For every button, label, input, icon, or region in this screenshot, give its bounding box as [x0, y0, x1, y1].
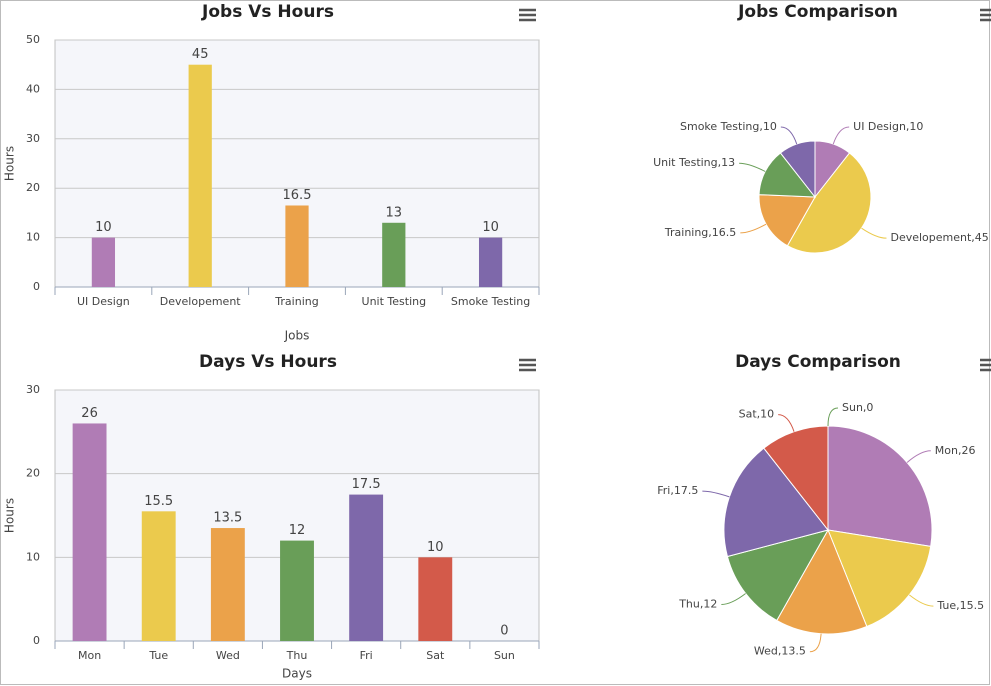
y-tick-label: 10	[26, 550, 40, 563]
connector	[778, 414, 795, 432]
pie-slice	[723, 447, 829, 558]
y-tick-label: 50	[26, 33, 40, 46]
data-label: Sun,0	[842, 401, 873, 414]
x-tick-label: Mon	[78, 649, 101, 662]
y-tick-label: 30	[26, 132, 40, 145]
connector	[827, 407, 839, 427]
y-tick-label: 20	[26, 467, 40, 480]
x-tick-label: Wed	[216, 649, 240, 662]
y-tick-label: 0	[33, 634, 40, 647]
data-label: 16.5	[283, 188, 312, 203]
connector	[906, 450, 931, 463]
x-tick-label: Tue	[148, 649, 168, 662]
y-axis-label: Hours	[3, 146, 17, 181]
data-label: Unit Testing,13	[653, 156, 735, 169]
data-label: Fri,17.5	[657, 484, 698, 497]
data-label: 13.5	[213, 511, 242, 526]
data-label: Tue,15.5	[936, 599, 984, 612]
bar	[280, 540, 314, 641]
data-label: 0	[500, 624, 508, 639]
chart-title: Days Comparison	[735, 352, 901, 372]
pie-slice	[779, 140, 816, 199]
connector	[739, 162, 766, 172]
bar	[478, 237, 503, 287]
data-label: Developement,45	[890, 231, 988, 244]
menu-button[interactable]	[519, 358, 536, 372]
data-label: 15.5	[144, 494, 173, 509]
menu-button[interactable]	[519, 8, 536, 22]
data-label: Smoke Testing,10	[680, 120, 777, 133]
chart-title: Jobs Vs Hours	[201, 2, 334, 22]
data-label: 10	[427, 540, 444, 555]
data-label: Training,16.5	[664, 226, 736, 239]
data-label: Wed,13.5	[754, 645, 806, 658]
data-label: UI Design,10	[853, 120, 923, 133]
bar	[210, 528, 245, 641]
connector	[721, 593, 746, 605]
x-tick-label: UI Design	[77, 295, 130, 308]
connector	[702, 490, 730, 498]
bar	[349, 494, 384, 641]
x-tick-label: Unit Testing	[362, 295, 427, 308]
y-tick-label: 30	[26, 383, 40, 396]
x-tick-label: Sun	[494, 649, 515, 662]
pie-slice	[776, 528, 868, 635]
chart-title: Days Vs Hours	[199, 352, 337, 372]
y-tick-label: 20	[26, 181, 40, 194]
data-label: 10	[482, 220, 499, 235]
connector	[832, 126, 850, 145]
y-tick-label: 40	[26, 82, 40, 95]
pie-slice	[786, 152, 872, 254]
pie-slice	[763, 425, 829, 532]
y-axis-label: Hours	[3, 498, 17, 533]
connector	[861, 227, 887, 239]
bar	[418, 557, 453, 641]
x-axis-label: Jobs	[284, 329, 310, 343]
connector	[740, 223, 767, 234]
x-axis-label: Days	[282, 667, 312, 681]
connector	[780, 126, 798, 145]
data-label: 12	[289, 523, 306, 538]
bar	[91, 237, 116, 287]
x-tick-label: Sat	[426, 649, 445, 662]
bar	[188, 64, 212, 287]
x-tick-label: Smoke Testing	[451, 295, 530, 308]
bar	[72, 423, 107, 641]
chart-title: Jobs Comparison	[737, 2, 898, 22]
connector	[908, 594, 934, 607]
connector	[809, 633, 822, 653]
menu-button[interactable]	[980, 8, 991, 22]
bar	[382, 222, 406, 287]
data-label: 26	[81, 406, 98, 421]
pie-slice	[758, 194, 816, 247]
pie-slice	[827, 529, 932, 628]
y-tick-label: 10	[26, 231, 40, 244]
y-tick-label: 0	[33, 280, 40, 293]
x-tick-label: Training	[274, 295, 318, 308]
data-label: Mon,26	[935, 444, 976, 457]
data-label: 13	[386, 205, 403, 220]
x-tick-label: Developement	[160, 295, 242, 308]
bar	[141, 511, 176, 641]
bar	[285, 205, 309, 287]
menu-button[interactable]	[980, 358, 991, 372]
data-label: 17.5	[352, 477, 381, 492]
data-label: Sat,10	[739, 408, 775, 421]
data-label: 10	[95, 220, 112, 235]
x-tick-label: Thu	[286, 649, 308, 662]
x-tick-label: Fri	[360, 649, 373, 662]
data-label: Thu,12	[678, 597, 717, 610]
data-label: 45	[192, 47, 209, 62]
